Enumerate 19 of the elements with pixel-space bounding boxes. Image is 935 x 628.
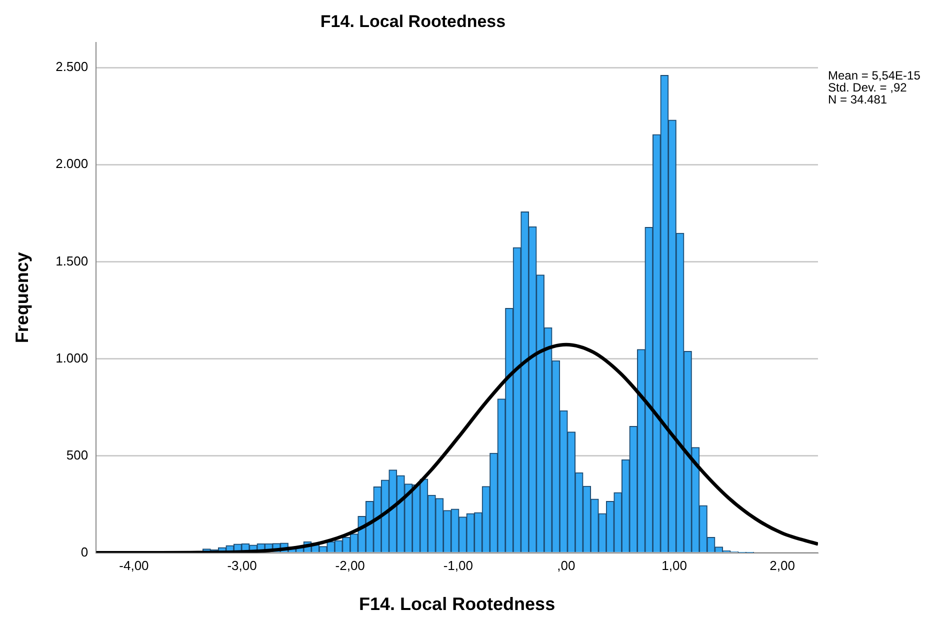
x-tick-label: -1,00 [443, 558, 473, 574]
x-tick-label: -4,00 [119, 558, 149, 574]
y-tick-label: 0 [80, 544, 88, 560]
y-tick-label: 2.000 [56, 156, 88, 172]
x-tick-label: ,00 [557, 558, 576, 574]
y-tick-label: 2.500 [56, 59, 88, 74]
text: Std. Dev. = ,92 [828, 80, 908, 95]
x-axis-title: F14. Local Rootedness [359, 594, 556, 614]
y-tick-label: 1.000 [56, 350, 88, 366]
y-axis-title: Frequency [12, 252, 32, 344]
x-tick-label: 2,00 [770, 558, 795, 574]
x-tick-label: -3,00 [227, 558, 257, 574]
chart-title: F14. Local Rootedness [320, 12, 506, 31]
y-tick-label: 1.500 [56, 253, 88, 268]
x-tick-label: -2,00 [335, 558, 365, 574]
x-tick-label: 1,00 [662, 558, 687, 574]
y-tick-label: 500 [66, 447, 88, 462]
text: N = 34.481 [828, 92, 888, 107]
text: Mean = 5,54E-15 [828, 68, 921, 83]
